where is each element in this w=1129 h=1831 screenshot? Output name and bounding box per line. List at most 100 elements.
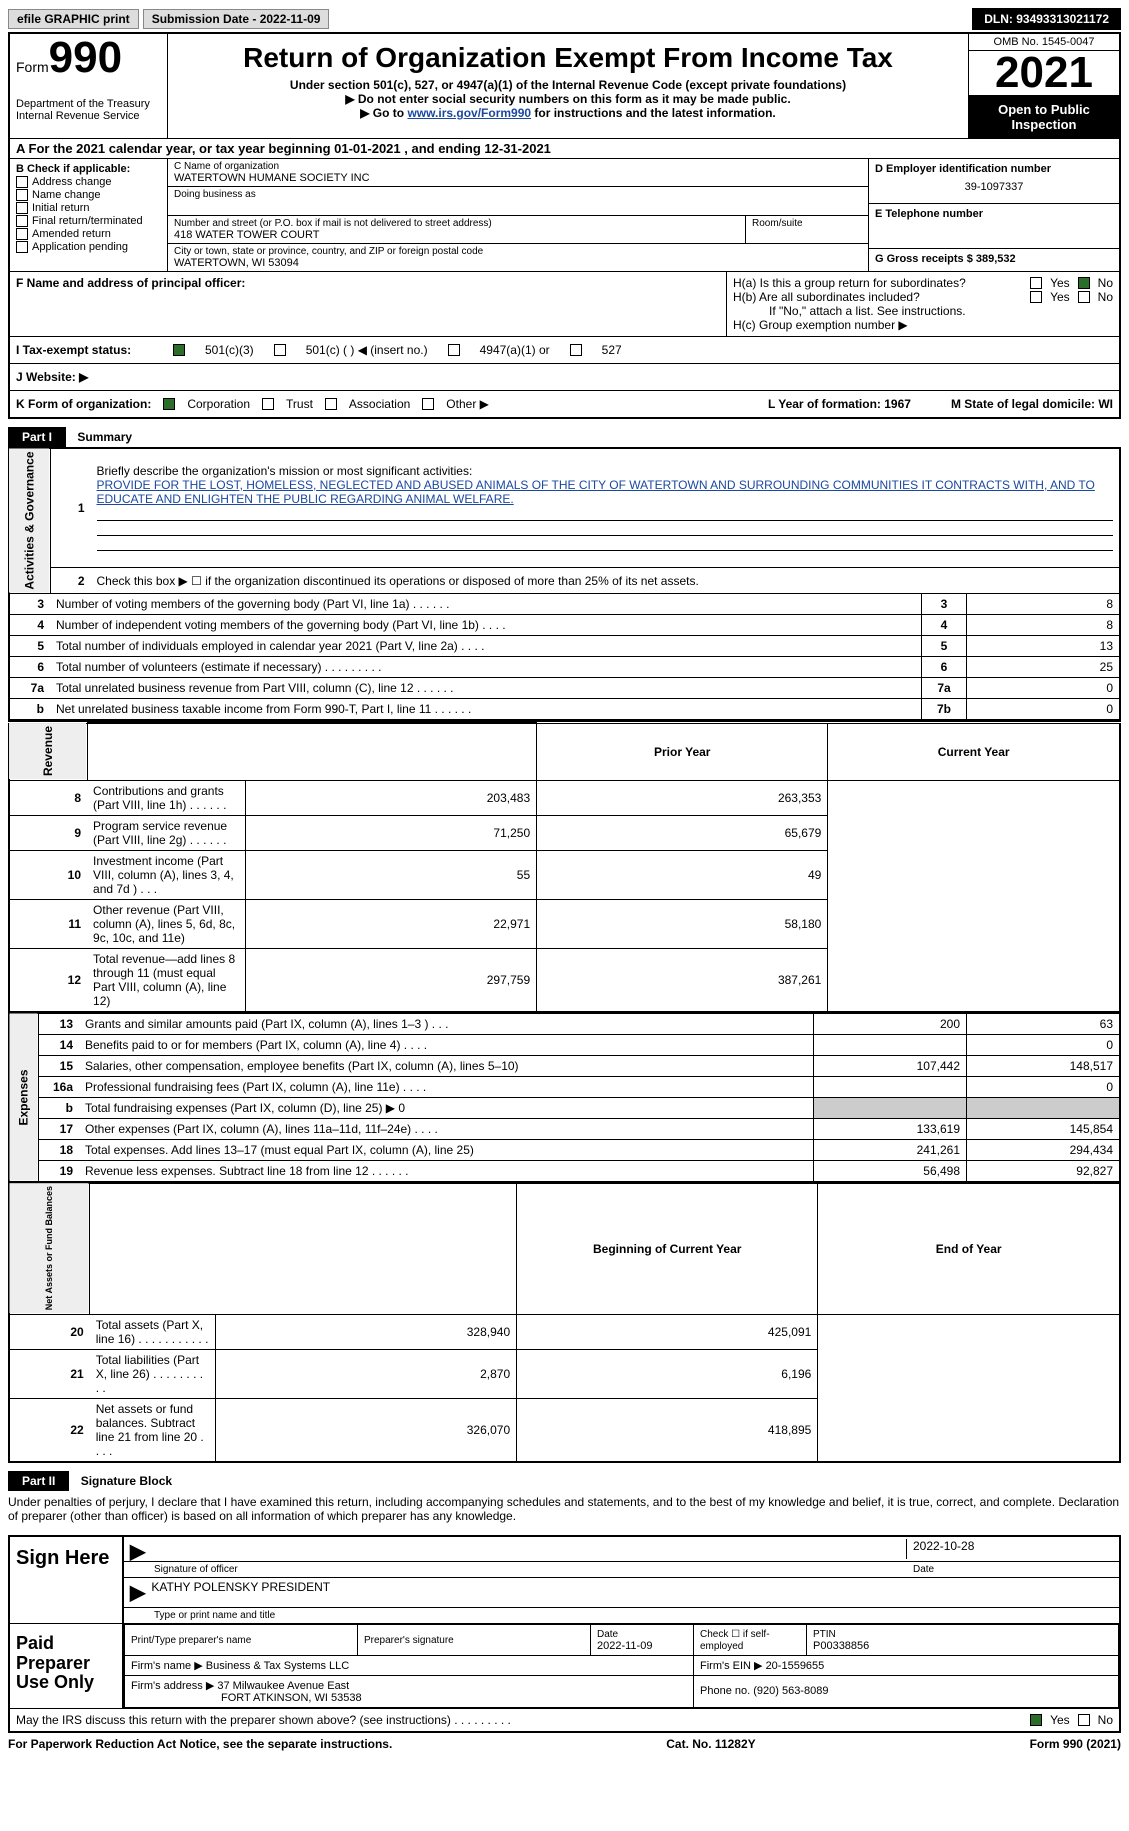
officer-name: KATHY POLENSKY PRESIDENT	[151, 1580, 330, 1605]
city-label: City or town, state or province, country…	[174, 246, 862, 257]
prior-year-header: Prior Year	[537, 723, 828, 780]
mission-label: Briefly describe the organization's miss…	[97, 464, 473, 478]
website-label: J Website: ▶	[10, 364, 167, 390]
revenue-table: Revenue Prior Year Current Year 8Contrib…	[8, 722, 1121, 1013]
line2: Check this box ▶ ☐ if the organization d…	[91, 568, 1121, 594]
section-fh: F Name and address of principal officer:…	[8, 271, 1121, 336]
firm-addr2: FORT ATKINSON, WI 53538	[221, 1692, 362, 1704]
form-label: Form	[16, 59, 49, 75]
state-domicile: M State of legal domicile: WI	[951, 397, 1113, 411]
end-year-header: End of Year	[818, 1183, 1120, 1314]
sig-date: 2022-10-28	[906, 1539, 1113, 1559]
side-revenue: Revenue	[9, 723, 87, 780]
501c3-checkbox[interactable]	[173, 344, 185, 356]
tax-exempt-label: I Tax-exempt status:	[10, 337, 167, 363]
firm-ein: 20-1559655	[766, 1660, 825, 1672]
org-name: WATERTOWN HUMANE SOCIETY INC	[174, 172, 862, 184]
netassets-table: Net Assets or Fund Balances Beginning of…	[8, 1183, 1121, 1463]
assoc-checkbox[interactable]	[325, 398, 337, 410]
paperwork-notice: For Paperwork Reduction Act Notice, see …	[8, 1737, 392, 1751]
summary-table: Activities & Governance 1 Briefly descri…	[8, 447, 1121, 722]
ha-yes-checkbox[interactable]	[1030, 277, 1042, 289]
arrow-icon: ▶	[130, 1580, 145, 1605]
ha-label: H(a) Is this a group return for subordin…	[733, 276, 1022, 290]
hb-no-checkbox[interactable]	[1078, 291, 1090, 303]
row-a-calendar: A For the 2021 calendar year, or tax yea…	[8, 138, 1121, 158]
form-footer: Form 990 (2021)	[1030, 1737, 1121, 1751]
checkbox[interactable]	[16, 228, 28, 240]
form-header: Form990 Department of the Treasury Inter…	[8, 32, 1121, 138]
hb-note: If "No," attach a list. See instructions…	[733, 304, 1113, 318]
year-formation: L Year of formation: 1967	[768, 397, 911, 411]
city-state-zip: WATERTOWN, WI 53094	[174, 257, 862, 269]
form-org-label: K Form of organization:	[16, 397, 151, 411]
form-title: Return of Organization Exempt From Incom…	[176, 42, 960, 74]
ha-no-checkbox[interactable]	[1078, 277, 1090, 289]
form-number: 990	[49, 33, 122, 82]
form-subtitle: Under section 501(c), 527, or 4947(a)(1)…	[176, 78, 960, 92]
dln-label: DLN: 93493313021172	[972, 8, 1121, 30]
firm-name: Business & Tax Systems LLC	[206, 1660, 349, 1672]
ssn-note: ▶ Do not enter social security numbers o…	[176, 92, 960, 106]
section-b-label: B Check if applicable:	[16, 163, 161, 175]
checkbox[interactable]	[16, 202, 28, 214]
goto-note: ▶ Go to www.irs.gov/Form990 for instruct…	[176, 106, 960, 120]
501c-checkbox[interactable]	[274, 344, 286, 356]
side-activities: Activities & Governance	[9, 448, 50, 594]
firm-phone: (920) 563-8089	[753, 1685, 828, 1697]
penalties-text: Under penalties of perjury, I declare th…	[8, 1491, 1121, 1527]
part1-title: Summary	[69, 427, 140, 447]
discuss-yes-checkbox[interactable]	[1030, 1714, 1042, 1726]
irs-link[interactable]: www.irs.gov/Form990	[407, 106, 531, 120]
firm-addr1: 37 Milwaukee Avenue East	[217, 1680, 349, 1692]
trust-checkbox[interactable]	[262, 398, 274, 410]
side-expenses: Expenses	[9, 1013, 39, 1182]
addr-label: Number and street (or P.O. box if mail i…	[174, 218, 739, 229]
type-name-label: Type or print name and title	[124, 1608, 1119, 1623]
row-i: I Tax-exempt status: 501(c)(3) 501(c) ( …	[8, 336, 1121, 363]
part2-title: Signature Block	[73, 1471, 180, 1491]
room-suite-label: Room/suite	[746, 216, 868, 243]
submission-date: Submission Date - 2022-11-09	[143, 9, 330, 29]
cat-number: Cat. No. 11282Y	[666, 1737, 755, 1751]
preparer-table: Print/Type preparer's name Preparer's si…	[124, 1624, 1119, 1708]
part1-header: Part I	[8, 427, 66, 447]
hb-yes-checkbox[interactable]	[1030, 291, 1042, 303]
checkbox[interactable]	[16, 215, 28, 227]
date-label: Date	[907, 1564, 1113, 1575]
tax-year: 2021	[969, 51, 1119, 96]
may-irs-discuss: May the IRS discuss this return with the…	[16, 1713, 1022, 1727]
street-address: 418 WATER TOWER COURT	[174, 229, 739, 241]
checkbox[interactable]	[16, 176, 28, 188]
org-name-label: C Name of organization	[174, 161, 862, 172]
gross-receipts: G Gross receipts $ 389,532	[869, 249, 1119, 269]
row-j: J Website: ▶	[8, 363, 1121, 390]
checkbox[interactable]	[16, 189, 28, 201]
part2-header: Part II	[8, 1471, 69, 1491]
discuss-no-checkbox[interactable]	[1078, 1714, 1090, 1726]
efile-button[interactable]: efile GRAPHIC print	[8, 9, 139, 29]
hc-label: H(c) Group exemption number ▶	[733, 318, 1113, 332]
checkbox[interactable]	[16, 241, 28, 253]
ein-value: 39-1097337	[875, 175, 1113, 199]
current-year-header: Current Year	[828, 723, 1120, 780]
dept-treasury: Department of the Treasury	[16, 98, 161, 110]
arrow-icon: ▶	[130, 1539, 145, 1559]
4947-checkbox[interactable]	[448, 344, 460, 356]
hb-label: H(b) Are all subordinates included?	[733, 290, 1022, 304]
527-checkbox[interactable]	[570, 344, 582, 356]
other-checkbox[interactable]	[422, 398, 434, 410]
begin-year-header: Beginning of Current Year	[517, 1183, 818, 1314]
top-toolbar: efile GRAPHIC print Submission Date - 20…	[8, 8, 1121, 30]
sig-officer-label: Signature of officer	[154, 1564, 907, 1575]
ein-label: D Employer identification number	[875, 163, 1113, 175]
section-bcde: B Check if applicable: Address changeNam…	[8, 158, 1121, 271]
expenses-table: Expenses 13Grants and similar amounts pa…	[8, 1013, 1121, 1183]
corp-checkbox[interactable]	[163, 398, 175, 410]
signature-block: Sign Here ▶ 2022-10-28 Signature of offi…	[8, 1535, 1121, 1733]
mission-text: PROVIDE FOR THE LOST, HOMELESS, NEGLECTE…	[97, 478, 1095, 506]
sign-here-label: Sign Here	[10, 1537, 122, 1623]
page-footer: For Paperwork Reduction Act Notice, see …	[8, 1737, 1121, 1751]
side-netassets: Net Assets or Fund Balances	[9, 1183, 90, 1314]
row-k: K Form of organization: Corporation Trus…	[8, 390, 1121, 419]
